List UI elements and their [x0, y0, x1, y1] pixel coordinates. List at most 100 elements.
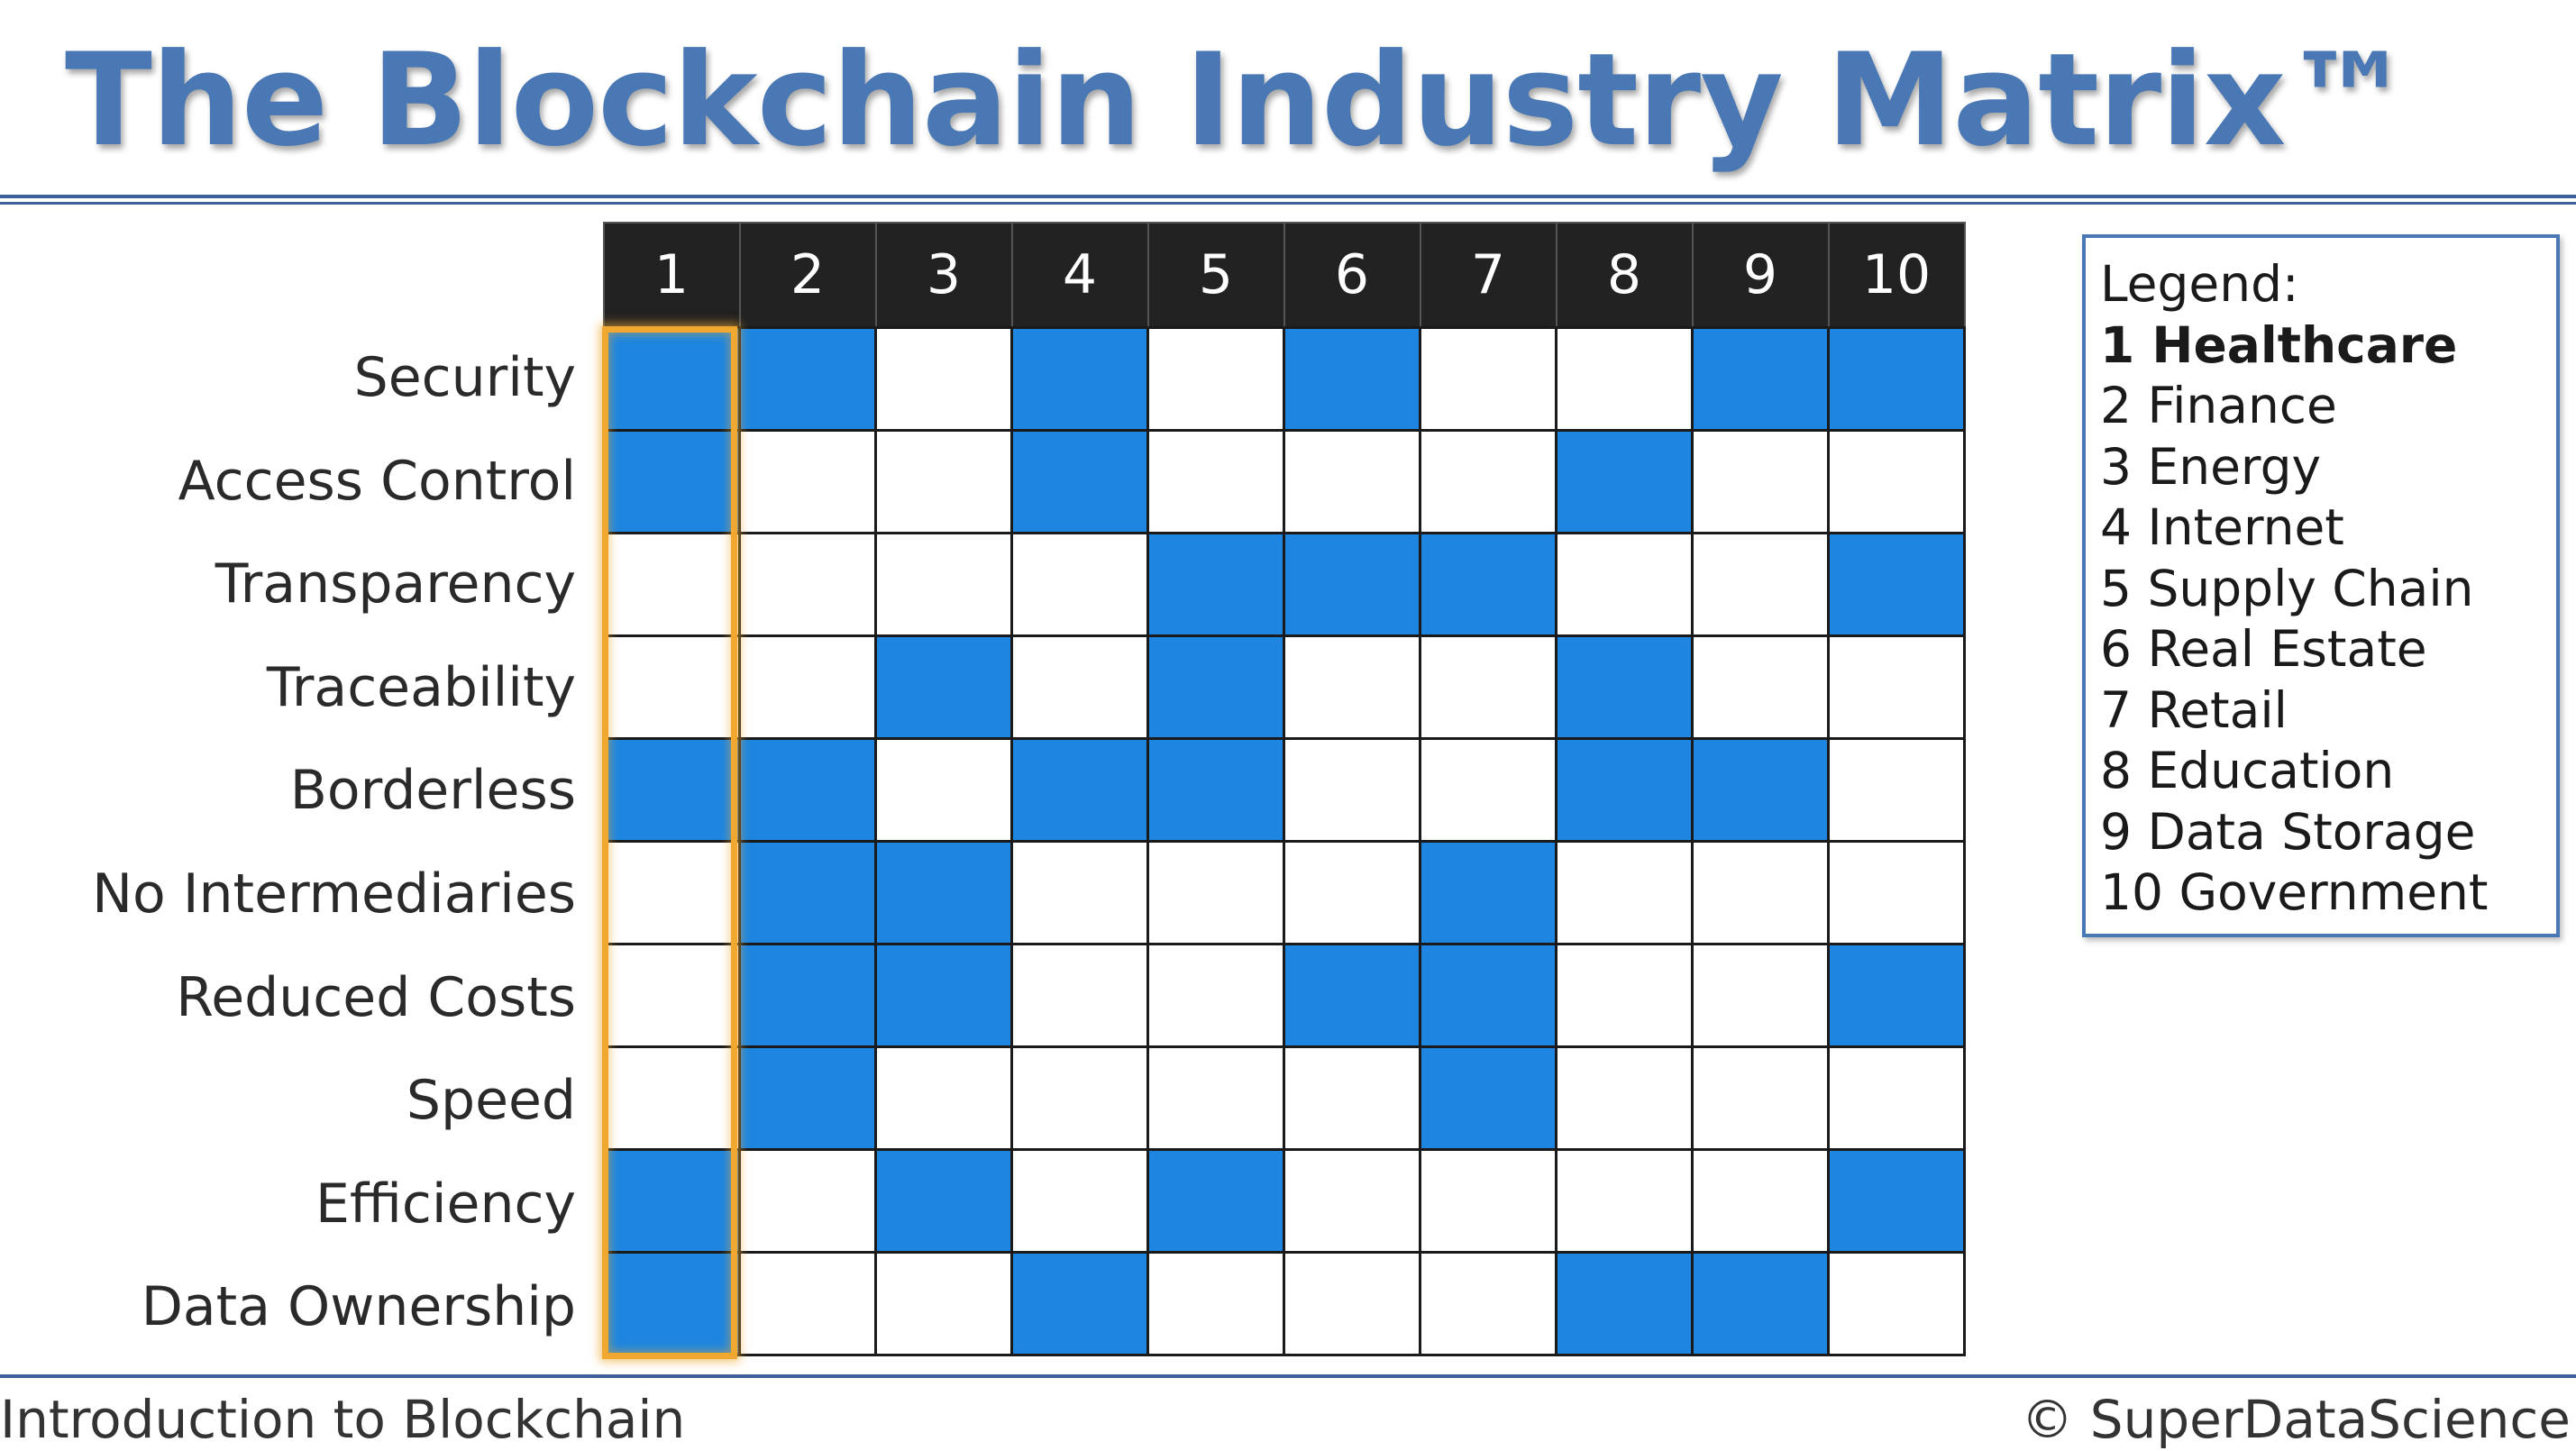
matrix-cell [1010, 839, 1149, 945]
matrix-cell [1691, 839, 1830, 945]
footer-course-title: Introduction to Blockchain [0, 1389, 686, 1450]
legend-item: 1 Healthcare [2100, 315, 2458, 374]
matrix-cell [1555, 736, 1694, 843]
matrix-row [602, 428, 1966, 534]
matrix-row [602, 325, 1966, 432]
matrix-cell [1146, 1045, 1285, 1151]
matrix-cell [1283, 942, 1421, 1048]
matrix-cell [1827, 1045, 1966, 1151]
matrix-cell [1283, 428, 1421, 534]
matrix-cell [1691, 736, 1830, 843]
matrix-cell [1419, 428, 1557, 534]
matrix-row [602, 1250, 1966, 1356]
legend-item: 9 Data Storage [2100, 802, 2476, 861]
matrix-cell [738, 428, 877, 534]
matrix-cell [1146, 1147, 1285, 1254]
matrix-cell [1555, 531, 1694, 637]
matrix-cell [1827, 736, 1966, 843]
matrix-row [602, 1045, 1966, 1151]
matrix-cell [1010, 736, 1149, 843]
matrix-cell [602, 1045, 741, 1151]
matrix-cell [1691, 1147, 1830, 1254]
matrix-cell [738, 942, 877, 1048]
matrix-cell [1691, 634, 1830, 740]
matrix-cell [1146, 839, 1285, 945]
matrix-cell [1555, 634, 1694, 740]
column-header-5: 5 [1146, 222, 1285, 328]
matrix-cell [1691, 428, 1830, 534]
matrix-cell [874, 736, 1013, 843]
matrix-cell [1555, 839, 1694, 945]
matrix-cell [1010, 1250, 1149, 1356]
matrix-cell [1010, 1147, 1149, 1254]
matrix-cell [738, 531, 877, 637]
matrix-cell [602, 325, 741, 432]
matrix-cell [1283, 634, 1421, 740]
matrix-cell [602, 1250, 741, 1356]
matrix-cell [1419, 839, 1557, 945]
matrix-cell [1827, 634, 1966, 740]
matrix-cell [738, 634, 877, 740]
matrix-row [602, 839, 1966, 945]
matrix-cell [874, 1045, 1013, 1151]
matrix-cell [1010, 942, 1149, 1048]
matrix-cell [874, 1250, 1013, 1356]
top-divider [0, 195, 2576, 205]
industry-matrix: 1 2 3 4 5 6 7 8 9 10 [602, 222, 1966, 1356]
matrix-cell [1010, 325, 1149, 432]
column-header-2: 2 [738, 222, 877, 328]
matrix-cell [1691, 1250, 1830, 1356]
legend-item: 6 Real Estate [2100, 620, 2427, 678]
matrix-cell [874, 839, 1013, 945]
matrix-cell [1827, 1147, 1966, 1254]
matrix-row [602, 634, 1966, 740]
matrix-row [602, 531, 1966, 637]
matrix-cell [1283, 325, 1421, 432]
matrix-cell [1283, 531, 1421, 637]
legend-item: 10 Government [2100, 863, 2489, 921]
matrix-row [602, 736, 1966, 843]
matrix-cell [1419, 531, 1557, 637]
matrix-cell [738, 839, 877, 945]
matrix-cell [1146, 634, 1285, 740]
legend-item: 2 Finance [2100, 377, 2337, 434]
matrix-cell [1010, 428, 1149, 534]
legend-items: 1 Healthcare 2 Finance 3 Energy 4 Internet 5… [2100, 315, 2547, 924]
matrix-cell [1419, 1250, 1557, 1356]
matrix-cell [1691, 531, 1830, 637]
legend-item: 5 Supply Chain [2100, 559, 2474, 617]
matrix-cell [1419, 325, 1557, 432]
matrix-cell [1146, 736, 1285, 843]
page-title: The Blockchain Industry Matrix™ [65, 26, 2413, 175]
matrix-cell [1146, 428, 1285, 534]
legend-heading: Legend: [2100, 255, 2299, 313]
matrix-cell [1283, 839, 1421, 945]
legend-box: Legend: 1 Healthcare 2 Finance 3 Energy 4 I… [2082, 234, 2560, 937]
legend-item: 4 Internet [2100, 498, 2344, 556]
column-header-8: 8 [1555, 222, 1694, 328]
matrix-cell [1010, 531, 1149, 637]
matrix-row [602, 1147, 1966, 1254]
matrix-cell [1419, 736, 1557, 843]
matrix-cell [738, 1147, 877, 1254]
matrix-cell [1146, 325, 1285, 432]
matrix-cell [874, 942, 1013, 1048]
matrix-cell [1555, 325, 1694, 432]
column-header-row: 1 2 3 4 5 6 7 8 9 10 [602, 222, 1966, 328]
column-header-4: 4 [1010, 222, 1149, 328]
row-label: No Intermediaries [92, 862, 576, 926]
matrix-cell [1283, 736, 1421, 843]
column-header-6: 6 [1283, 222, 1421, 328]
matrix-cell [1010, 1045, 1149, 1151]
row-label: Reduced Costs [176, 965, 576, 1029]
matrix-row [602, 942, 1966, 1048]
matrix-cell [874, 531, 1013, 637]
matrix-cell [874, 634, 1013, 740]
matrix-cell [1555, 428, 1694, 534]
matrix-cell [1010, 634, 1149, 740]
matrix-cell [602, 736, 741, 843]
matrix-cell [738, 1250, 877, 1356]
matrix-cell [1283, 1045, 1421, 1151]
legend-item: 3 Energy [2100, 437, 2322, 496]
matrix-cell [1146, 942, 1285, 1048]
